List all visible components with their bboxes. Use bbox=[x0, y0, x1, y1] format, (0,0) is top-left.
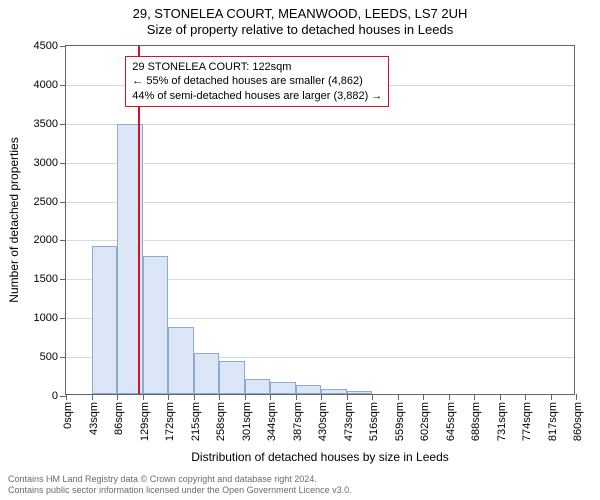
x-tick bbox=[194, 394, 195, 400]
x-tick-label: 258sqm bbox=[215, 402, 227, 441]
x-tick-label: 430sqm bbox=[317, 402, 329, 441]
x-tick-label: 688sqm bbox=[470, 402, 482, 441]
x-tick bbox=[143, 394, 144, 400]
y-tick-label: 4500 bbox=[34, 40, 66, 52]
annotation-box: 29 STONELEA COURT: 122sqm← 55% of detach… bbox=[125, 56, 389, 107]
x-tick-label: 602sqm bbox=[419, 402, 431, 441]
histogram-bar bbox=[347, 391, 373, 394]
x-tick-label: 301sqm bbox=[241, 402, 253, 441]
y-tick-label: 500 bbox=[40, 351, 66, 363]
x-tick bbox=[525, 394, 526, 400]
y-tick-label: 2000 bbox=[34, 234, 66, 246]
x-tick-label: 215sqm bbox=[190, 402, 202, 441]
y-tick-label: 3500 bbox=[34, 118, 66, 130]
histogram-bar bbox=[270, 382, 296, 394]
histogram-bar bbox=[168, 327, 194, 394]
histogram-bar bbox=[219, 361, 245, 394]
plot-area: 0500100015002000250030003500400045000sqm… bbox=[65, 45, 575, 395]
x-tick bbox=[270, 394, 271, 400]
x-tick-label: 86sqm bbox=[113, 402, 125, 435]
y-axis-title: Number of detached properties bbox=[7, 137, 21, 302]
histogram-bar bbox=[321, 389, 347, 394]
annotation-line: 29 STONELEA COURT: 122sqm bbox=[132, 60, 382, 74]
x-tick bbox=[500, 394, 501, 400]
y-tick-label: 1000 bbox=[34, 312, 66, 324]
y-tick-label: 4000 bbox=[34, 79, 66, 91]
footer-line2: Contains public sector information licen… bbox=[8, 485, 592, 496]
x-axis-title: Distribution of detached houses by size … bbox=[65, 450, 575, 464]
y-tick-label: 3000 bbox=[34, 157, 66, 169]
footer-attribution: Contains HM Land Registry data © Crown c… bbox=[8, 474, 592, 496]
x-tick-label: 473sqm bbox=[343, 402, 355, 441]
x-tick-label: 43sqm bbox=[88, 402, 100, 435]
x-tick-label: 0sqm bbox=[62, 402, 74, 429]
x-tick bbox=[245, 394, 246, 400]
x-tick-label: 860sqm bbox=[572, 402, 584, 441]
histogram-bar bbox=[245, 379, 271, 394]
x-tick-label: 387sqm bbox=[292, 402, 304, 441]
chart-container: 29, STONELEA COURT, MEANWOOD, LEEDS, LS7… bbox=[0, 0, 600, 500]
chart-title-line1: 29, STONELEA COURT, MEANWOOD, LEEDS, LS7… bbox=[0, 6, 600, 21]
x-tick bbox=[449, 394, 450, 400]
annotation-line: 44% of semi-detached houses are larger (… bbox=[132, 89, 382, 103]
histogram-bar bbox=[92, 246, 118, 394]
x-tick-label: 774sqm bbox=[521, 402, 533, 441]
x-tick-label: 172sqm bbox=[164, 402, 176, 441]
y-tick-label: 1500 bbox=[34, 273, 66, 285]
x-tick-label: 516sqm bbox=[368, 402, 380, 441]
histogram-bar bbox=[194, 353, 220, 394]
chart-title-line2: Size of property relative to detached ho… bbox=[0, 22, 600, 37]
histogram-bar bbox=[296, 385, 322, 394]
x-tick bbox=[296, 394, 297, 400]
x-tick-label: 559sqm bbox=[394, 402, 406, 441]
x-tick bbox=[551, 394, 552, 400]
x-tick-label: 645sqm bbox=[445, 402, 457, 441]
x-tick-label: 817sqm bbox=[547, 402, 559, 441]
x-tick-label: 129sqm bbox=[139, 402, 151, 441]
x-tick bbox=[321, 394, 322, 400]
x-tick bbox=[117, 394, 118, 400]
annotation-line: ← 55% of detached houses are smaller (4,… bbox=[132, 74, 382, 88]
x-tick-label: 344sqm bbox=[266, 402, 278, 441]
x-tick-label: 731sqm bbox=[496, 402, 508, 441]
y-tick-label: 2500 bbox=[34, 196, 66, 208]
x-tick bbox=[398, 394, 399, 400]
x-tick bbox=[372, 394, 373, 400]
histogram-bar bbox=[143, 256, 169, 394]
x-tick bbox=[66, 394, 67, 400]
x-tick bbox=[423, 394, 424, 400]
x-tick bbox=[168, 394, 169, 400]
x-tick bbox=[219, 394, 220, 400]
footer-line1: Contains HM Land Registry data © Crown c… bbox=[8, 474, 592, 485]
y-tick-label: 0 bbox=[52, 390, 66, 402]
x-tick bbox=[92, 394, 93, 400]
x-tick bbox=[347, 394, 348, 400]
x-tick bbox=[576, 394, 577, 400]
x-tick bbox=[474, 394, 475, 400]
